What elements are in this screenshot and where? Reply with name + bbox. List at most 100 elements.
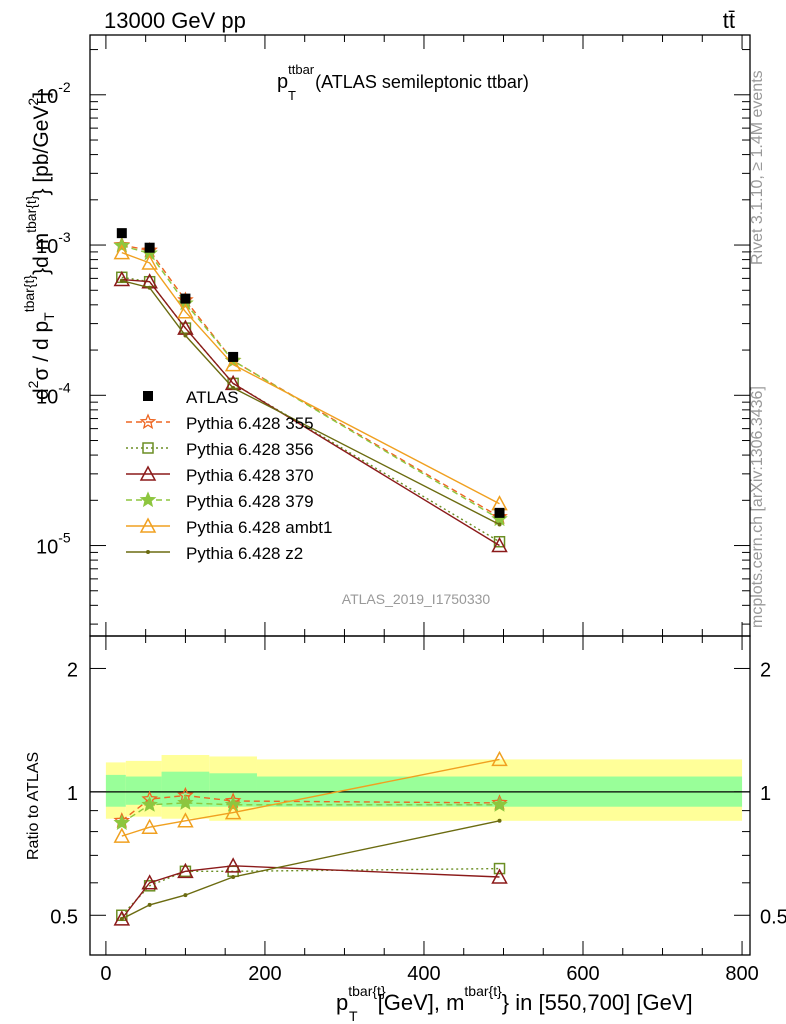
- series-line: [121, 278, 500, 547]
- legend-marker: [143, 391, 153, 401]
- ratio-band-inner-1: [125, 776, 162, 805]
- data-point: [183, 333, 188, 338]
- ratio-data-point: [224, 804, 242, 820]
- ratio-data-point: [491, 750, 508, 767]
- ratio-data-point: [177, 862, 194, 879]
- atlas-data-point: [494, 507, 505, 518]
- ratio-series-pythia-6-428-370: [113, 857, 508, 926]
- legend-marker: [139, 517, 157, 533]
- ratio-data-point: [141, 818, 158, 834]
- atlas-data-point: [116, 228, 127, 239]
- legend-label: Pythia 6.428 356: [186, 440, 314, 459]
- data-point: [491, 510, 508, 527]
- y-axis-label: d2σ / d pTtbar{t}}d mtbar{t}} [pb/GeV2]: [21, 92, 57, 400]
- ratio-series-line: [121, 865, 500, 920]
- legend-entry: ATLAS: [143, 388, 239, 407]
- ratio-y-tick-label: 0.5: [50, 906, 78, 928]
- ratio-data-point: [141, 874, 158, 890]
- ratio-data-point: [113, 910, 131, 926]
- legend-label: Pythia 6.428 355: [186, 414, 314, 433]
- legend-entry: Pythia 6.428 ambt1: [126, 517, 332, 537]
- data-point: [177, 303, 194, 319]
- legend-entry: Pythia 6.428 z2: [126, 544, 303, 563]
- ratio-series-pythia-6-428-z2: [119, 818, 502, 921]
- ratio-data-point: [119, 916, 124, 921]
- data-point: [497, 522, 502, 527]
- legend-marker: [142, 442, 154, 454]
- site-watermark: mcplots.cern.ch [arXiv:1306.3436]: [749, 386, 766, 628]
- ratio-series-line: [121, 802, 500, 824]
- data-point: [113, 270, 131, 287]
- legend-label: Pythia 6.428 370: [186, 466, 314, 485]
- ratio-y-tick-label-right: 0.5: [760, 906, 786, 928]
- legend-marker: [139, 413, 157, 430]
- atlas-data-point: [180, 293, 191, 304]
- legend-label: ATLAS: [186, 388, 239, 407]
- data-point: [231, 385, 236, 390]
- ratio-series-line: [121, 758, 500, 837]
- ratio-series-line: [121, 867, 500, 916]
- data-point: [147, 285, 152, 290]
- data-point: [141, 254, 158, 270]
- legend-entry: Pythia 6.428 379: [126, 491, 314, 511]
- svg-text:d2σ / d pTtbar{t}}d mtbar{t}}: d2σ / d pTtbar{t}}d mtbar{t}} [pb/GeV2]: [21, 92, 57, 400]
- atlas-data-point: [144, 242, 155, 253]
- legend-marker: [146, 550, 150, 554]
- process-label: tt̄: [723, 8, 735, 33]
- legend-label: Pythia 6.428 ambt1: [186, 518, 332, 537]
- legend-label: Pythia 6.428 379: [186, 492, 314, 511]
- y-tick-label: 10-5: [36, 530, 71, 559]
- ratio-data-point: [147, 902, 152, 907]
- legend-label: Pythia 6.428 z2: [186, 544, 303, 563]
- ratio-data-point: [113, 827, 131, 843]
- ratio-data-point: [493, 862, 506, 875]
- x-tick-label: 0: [100, 963, 111, 985]
- energy-label: 13000 GeV pp: [104, 8, 246, 33]
- x-tick-label: 600: [566, 963, 599, 985]
- ratio-band-inner-0: [105, 774, 126, 807]
- analysis-watermark: ATLAS_2019_I1750330: [342, 591, 491, 607]
- legend-entry: Pythia 6.428 370: [126, 465, 314, 485]
- chart-title-sub: T: [288, 88, 296, 103]
- y-tick-label: 10-2: [36, 79, 71, 108]
- ratio-data-point: [141, 796, 158, 812]
- ratio-y-tick-label: 2: [67, 659, 78, 681]
- x-axis-label-sub: T: [349, 1008, 358, 1024]
- main-frame: [89, 34, 751, 637]
- ratio-series-pythia-6-428-356: [116, 862, 506, 922]
- legend-marker: [139, 465, 157, 481]
- main-panel: 10-2 10-3 10-4 10-5: [36, 34, 751, 637]
- ratio-data-point: [183, 893, 188, 898]
- ratio-data-point: [113, 814, 131, 830]
- data-point: [491, 536, 508, 553]
- series-pythia-6-428-z2: [119, 278, 502, 527]
- ratio-panel: 0 200 400 600 800 0.5 0.5 1 1 2 2: [50, 635, 786, 985]
- legend-marker: [139, 491, 157, 508]
- series-pythia-6-428-ambt1: [113, 244, 508, 511]
- ratio-data-point: [491, 868, 508, 884]
- chart-title: pttbar (ATLAS semileptonic ttbar): [277, 62, 529, 93]
- ratio-y-tick-label-right: 1: [760, 783, 771, 805]
- x-tick-label: 800: [725, 963, 758, 985]
- ratio-data-point: [497, 818, 502, 823]
- ratio-y-tick-label: 1: [67, 783, 78, 805]
- atlas-data-point: [228, 351, 239, 362]
- x-tick-label: 400: [407, 963, 440, 985]
- series-atlas: [116, 228, 505, 518]
- ratio-data-point: [177, 812, 194, 828]
- rivet-watermark: Rivet 3.1.10, ≥ 1.4M events: [749, 70, 766, 265]
- x-axis-label: ptbar{t}[GeV], mtbar{t}} in [550,700] [G…: [336, 983, 693, 1015]
- ratio-data-point: [224, 857, 242, 873]
- data-point: [119, 278, 124, 283]
- ratio-data-point: [177, 794, 194, 810]
- ratio-y-axis-label: Ratio to ATLAS: [25, 752, 42, 860]
- ratio-data-point: [231, 874, 236, 879]
- legend-entry: Pythia 6.428 355: [126, 413, 314, 433]
- data-point: [113, 244, 131, 260]
- ratio-series-pythia-6-428-379: [113, 794, 508, 830]
- ratio-series-pythia-6-428-ambt1: [113, 750, 508, 843]
- legend: ATLAS Pythia 6.428 355 Pythia 6.428 356 Pyt…: [126, 388, 332, 563]
- x-tick-label: 200: [248, 963, 281, 985]
- ratio-y-tick-label-right: 2: [760, 659, 771, 681]
